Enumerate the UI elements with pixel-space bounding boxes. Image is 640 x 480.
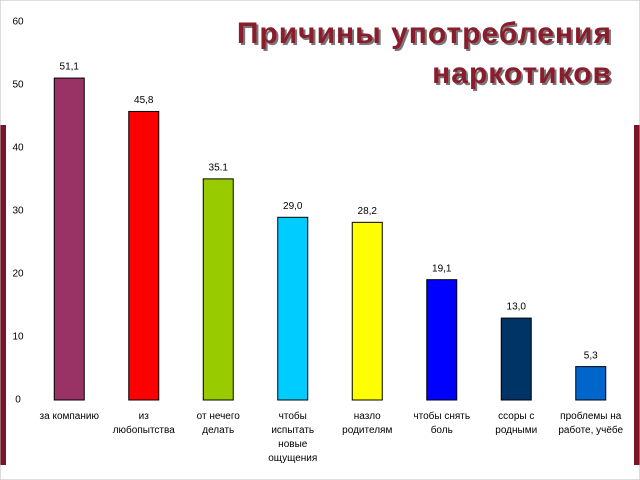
- bar: [277, 216, 309, 401]
- x-tick-label: от нечего делать: [197, 411, 241, 436]
- bar: [53, 77, 85, 401]
- title-shadow: Причины употребления наркотиков: [239, 19, 614, 92]
- y-tick-label: 0: [15, 395, 21, 406]
- y-tick-label: 20: [12, 269, 24, 280]
- x-tick-label: проблемы на работе, учёбе: [558, 410, 623, 436]
- value-label: 51,1: [60, 62, 80, 73]
- x-tick-label: ссоры с родными: [495, 411, 537, 436]
- bar: [500, 317, 532, 401]
- value-label: 13,0: [507, 302, 527, 313]
- value-label: 29,0: [283, 201, 303, 212]
- y-tick-label: 50: [12, 80, 24, 91]
- y-tick-label: 40: [12, 143, 24, 154]
- value-label: 5,3: [584, 350, 598, 361]
- x-tick-label: за компанию: [40, 411, 100, 422]
- x-tick-label: назло родителям: [342, 411, 392, 436]
- bar: [575, 366, 607, 401]
- y-tick-label: 30: [12, 206, 24, 217]
- y-tick-label: 60: [12, 17, 24, 28]
- x-tick-label: чтобы снять боль: [413, 410, 470, 436]
- bar: [351, 221, 383, 401]
- bar: [202, 178, 234, 401]
- x-tick-label: из любопытства: [113, 411, 175, 436]
- chart-title: Причины употребления наркотиков: [237, 17, 612, 90]
- bar: [128, 110, 160, 401]
- side-strip: [0, 125, 6, 465]
- side-strip: [634, 125, 640, 465]
- bar: [426, 279, 458, 401]
- value-label: 35.1: [209, 163, 229, 174]
- value-label: 19,1: [432, 263, 452, 274]
- value-label: 45,8: [134, 95, 154, 106]
- y-tick-label: 10: [12, 332, 24, 343]
- x-tick-label: чтобы испытать новые ощущения: [268, 410, 317, 464]
- value-label: 28,2: [358, 206, 378, 217]
